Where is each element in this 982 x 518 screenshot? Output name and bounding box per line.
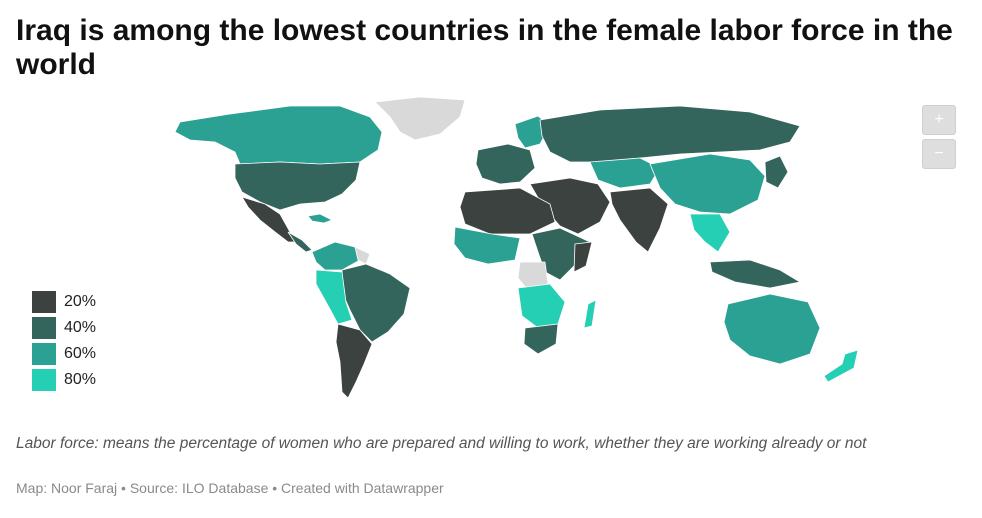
legend-item: 80%: [32, 368, 142, 392]
legend-label: 20%: [64, 293, 97, 310]
region-south-asia: [609, 187, 669, 253]
region-argentina-chile: [335, 323, 373, 399]
region-central-asia: [589, 157, 661, 189]
region-east-africa: [531, 227, 591, 281]
legend-item: 20%: [32, 290, 142, 314]
region-japan-korea: [764, 155, 789, 189]
region-usa: [234, 161, 361, 211]
legend-item: 60%: [32, 342, 142, 366]
region-greenland: [374, 96, 466, 141]
region-southern-central-africa: [517, 283, 566, 329]
legend-label: 80%: [64, 371, 97, 388]
region-somalia: [573, 241, 593, 273]
region-west-africa: [453, 226, 521, 265]
region-china: [649, 153, 766, 215]
region-peru-bolivia: [315, 269, 353, 325]
footnote: Labor force: means the percentage of wom…: [16, 435, 867, 452]
zoom-out-button[interactable]: −: [922, 139, 956, 169]
region-western-europe: [475, 143, 536, 185]
region-brazil: [341, 263, 411, 343]
legend-swatch: [32, 343, 56, 365]
chart-title: Iraq is among the lowest countries in th…: [16, 14, 953, 81]
region-mexico: [241, 196, 299, 243]
legend-label: 60%: [64, 345, 97, 362]
legend-swatch: [32, 317, 56, 339]
region-russia: [539, 105, 801, 163]
legend-label: 40%: [64, 319, 97, 336]
legend-swatch: [32, 291, 56, 313]
region-colombia-venezuela: [311, 241, 361, 271]
region-canada: [174, 105, 383, 165]
region-central-america: [287, 231, 313, 253]
region-new-zealand: [823, 349, 859, 383]
legend-item: 40%: [32, 316, 142, 340]
region-southeast-asia: [689, 213, 731, 253]
zoom-in-button[interactable]: +: [922, 105, 956, 135]
source-credit: Map: Noor Faraj • Source: ILO Database •…: [16, 480, 444, 496]
region-north-africa: [459, 187, 556, 235]
legend-swatch: [32, 369, 56, 391]
region-madagascar: [583, 299, 597, 329]
region-south-africa: [523, 323, 559, 355]
region-australia: [723, 293, 821, 365]
region-indonesia: [709, 259, 802, 289]
legend: 20% 40% 60% 80%: [32, 290, 142, 394]
region-caribbean: [307, 213, 333, 224]
world-map[interactable]: [120, 92, 900, 412]
